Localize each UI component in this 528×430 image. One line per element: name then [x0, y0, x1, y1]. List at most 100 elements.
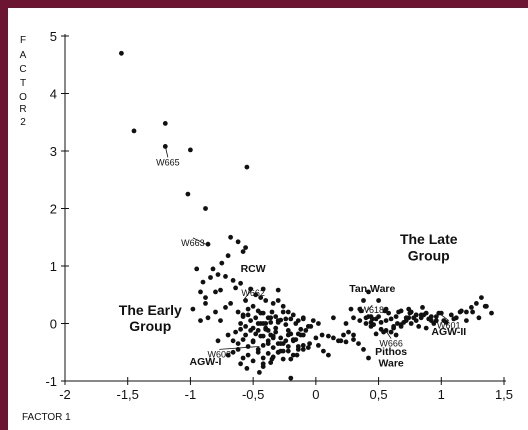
data-point [245, 306, 251, 312]
data-point [205, 315, 211, 321]
data-point [326, 352, 331, 358]
data-point [469, 305, 474, 310]
y-axis-label-letter: C [19, 64, 26, 75]
data-point [219, 260, 225, 266]
data-point [235, 309, 241, 315]
sample-label: W666 [379, 338, 403, 348]
data-point [307, 341, 312, 346]
group-label: Ware [378, 358, 403, 370]
data-point [270, 301, 276, 306]
data-point [243, 298, 249, 303]
data-point [393, 314, 399, 319]
y-tick-label: 5 [50, 29, 57, 44]
data-point [270, 333, 276, 339]
data-point [366, 289, 371, 295]
group-label: RCW [241, 263, 266, 275]
data-point [406, 315, 412, 321]
data-point [233, 329, 239, 335]
data-point [283, 322, 289, 327]
group-label: AGW-II [431, 326, 466, 338]
x-tick-label: -2 [59, 387, 71, 402]
data-point [482, 303, 488, 309]
data-point [240, 337, 246, 342]
data-point [278, 348, 284, 354]
data-point [406, 306, 412, 312]
data-point [278, 341, 284, 346]
data-point [393, 332, 399, 338]
data-point [253, 292, 259, 298]
data-point [290, 337, 296, 342]
data-point [300, 316, 306, 322]
data-point [474, 301, 479, 306]
data-point [203, 301, 208, 306]
data-point [366, 355, 371, 361]
axes [61, 34, 506, 385]
data-point [260, 361, 266, 367]
data-point [331, 315, 336, 321]
tick-labels: -1 0 1 2 3 4 5 -2 -1,5 -1 -0,5 0 0,5 1 1,5 [45, 29, 513, 402]
data-point [451, 316, 457, 322]
data-point [288, 375, 294, 381]
data-point [213, 309, 218, 315]
data-point [436, 310, 442, 316]
axis-labels: FACTOR 2 FACTOR 1 [19, 35, 71, 423]
data-point [338, 338, 344, 344]
sample-label: W601 [437, 321, 461, 331]
data-point [408, 321, 414, 326]
data-point [250, 303, 256, 309]
x-tick-label: 1,5 [495, 387, 513, 402]
sample-label: W603 [208, 349, 232, 359]
sample-label: W618 [361, 305, 385, 315]
y-tick-label: 3 [50, 144, 57, 159]
data-point [190, 306, 196, 312]
data-point [294, 352, 300, 358]
data-point [363, 315, 369, 321]
data-point [273, 329, 279, 335]
data-point [346, 329, 351, 335]
data-point [162, 144, 168, 149]
data-point [218, 287, 223, 293]
data-point [319, 332, 325, 338]
scatter-chart: -1 0 1 2 3 4 5 -2 -1,5 -1 -0,5 0 0,5 1 1,5 W665 W663 W66… [19, 29, 513, 423]
data-point [489, 310, 494, 316]
data-point [383, 318, 389, 323]
data-point [185, 191, 191, 197]
data-point [250, 325, 256, 331]
data-point [479, 295, 484, 300]
data-point [420, 305, 425, 310]
data-point [205, 241, 211, 247]
data-point [361, 347, 366, 352]
y-tick-label: -1 [45, 374, 57, 389]
data-point [331, 335, 336, 341]
data-point [273, 314, 279, 319]
data-point [230, 338, 236, 344]
data-point [283, 316, 289, 322]
data-point [228, 234, 234, 240]
data-point [215, 338, 221, 344]
data-point [270, 345, 276, 350]
data-point [238, 361, 244, 367]
data-point [293, 321, 299, 326]
data-point [210, 266, 216, 272]
data-point [162, 121, 168, 126]
data-point [245, 344, 251, 349]
data-point [418, 315, 424, 321]
data-point [223, 305, 228, 310]
data-point [326, 333, 331, 339]
data-point [470, 309, 475, 315]
data-point [243, 332, 249, 338]
data-point [253, 315, 259, 321]
x-tick-label: 1 [438, 387, 445, 402]
data-point [240, 314, 246, 319]
data-point [357, 306, 363, 312]
data-point [240, 355, 246, 361]
y-tick-label: 2 [50, 202, 57, 217]
y-axis-label-letter: A [20, 50, 27, 61]
data-point [423, 310, 429, 316]
data-point [268, 320, 274, 325]
data-point [200, 279, 206, 285]
data-point [441, 318, 447, 323]
data-point [235, 341, 241, 346]
sample-label: W665 [156, 157, 180, 167]
